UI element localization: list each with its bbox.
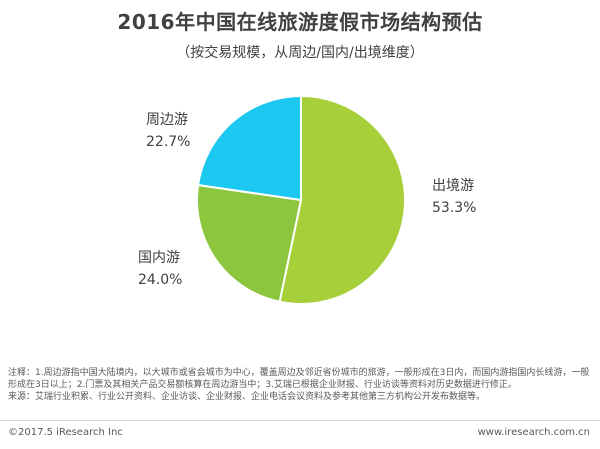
chart-notes: 注释：1.周边游指中国大陆境内，以大城市或省会城市为中心，覆盖周边及邻近省份城市… — [8, 367, 593, 403]
slice-value-domestic: 24.0% — [138, 272, 182, 288]
notes-line-1: 注释：1.周边游指中国大陆境内，以大城市或省会城市为中心，覆盖周边及邻近省份城市… — [8, 368, 590, 390]
pie-slice-outbound — [278, 94, 406, 305]
notes-line-2: 来源：艾瑞行业积累、行业公开资料、企业访谈、企业财报、企业电话会议资料及参考其他… — [8, 392, 486, 402]
copyright-text: ©2017.5 iResearch Inc — [8, 427, 123, 438]
pie-chart: 出境游 53.3% 国内游 24.0% 周边游 22.7% — [138, 94, 476, 305]
pie-slice-domestic — [196, 183, 303, 303]
website-link[interactable]: www.iresearch.com.cn — [477, 427, 590, 438]
footer-divider — [0, 420, 600, 421]
slice-label-outbound: 出境游 — [432, 178, 474, 194]
chart-subtitle: （按交易规模，从周边/国内/出境维度） — [176, 45, 424, 61]
chart-title: 2016年中国在线旅游度假市场结构预估 — [117, 10, 483, 34]
slice-value-outbound: 53.3% — [432, 200, 476, 216]
slice-value-nearby: 22.7% — [146, 134, 190, 150]
pie-slice-nearby — [196, 94, 302, 202]
slice-label-domestic: 国内游 — [138, 250, 180, 266]
slice-label-nearby: 周边游 — [146, 112, 188, 128]
